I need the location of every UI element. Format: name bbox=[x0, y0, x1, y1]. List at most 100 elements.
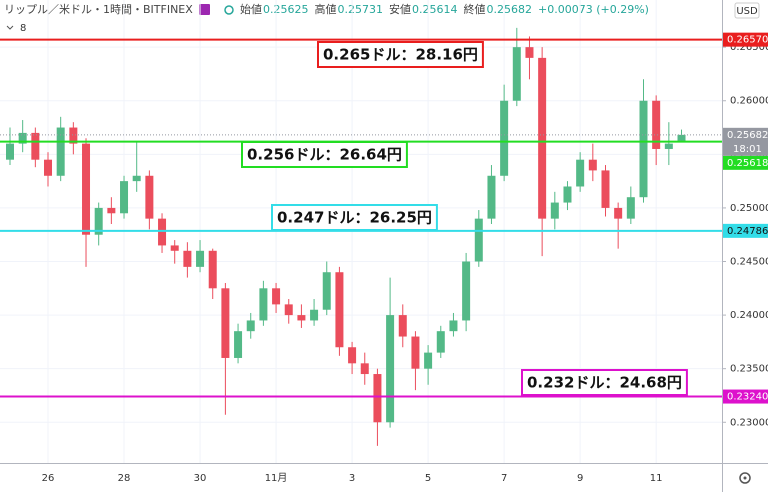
candle-body bbox=[487, 175, 496, 219]
last-price-label: 0.25682 bbox=[727, 130, 768, 141]
candle-body bbox=[132, 175, 141, 182]
candle-body bbox=[576, 159, 585, 187]
annotation-box bbox=[271, 204, 438, 231]
level-price-box bbox=[723, 223, 768, 238]
candle-body bbox=[259, 288, 268, 321]
candle-body bbox=[462, 261, 471, 321]
candle-body bbox=[614, 207, 623, 219]
settings-gear-hub[interactable] bbox=[743, 476, 747, 480]
collapse-icon[interactable] bbox=[6, 25, 14, 30]
x-tick-label: 28 bbox=[118, 473, 131, 484]
y-tick-label: 0.25000 bbox=[730, 203, 768, 214]
settings-gear[interactable] bbox=[739, 472, 751, 484]
y-tick-label: 0.24500 bbox=[730, 257, 768, 268]
y-tick-label: 0.23000 bbox=[730, 417, 768, 428]
candle-body bbox=[145, 175, 154, 219]
ohlc-label: 安値 bbox=[389, 2, 411, 16]
annotation: 0.247ドル：26.25円 bbox=[277, 209, 432, 227]
x-tick-label: 7 bbox=[501, 473, 507, 484]
y-tick-label: 0.26000 bbox=[730, 96, 768, 107]
candle-body bbox=[94, 207, 103, 235]
candle-body bbox=[82, 143, 91, 235]
x-tick-label: 26 bbox=[42, 473, 55, 484]
header: リップル／米ドル・1時間・BITFINEX 始値 0.25625 高値 0.25731… bbox=[4, 2, 649, 16]
indicator-count[interactable]: 8 bbox=[20, 23, 26, 34]
currency-box[interactable] bbox=[734, 2, 760, 19]
candle-body bbox=[158, 218, 167, 246]
x-tick-label: 9 bbox=[577, 473, 583, 484]
x-tick-label: 11 bbox=[650, 473, 663, 484]
candle-body bbox=[626, 197, 635, 219]
ohlc-value: 0.25731 bbox=[338, 3, 384, 16]
candle-body bbox=[170, 245, 179, 251]
annotation-box bbox=[317, 41, 484, 68]
y-tick-label: 0.24000 bbox=[730, 310, 768, 321]
candle-body bbox=[373, 374, 382, 423]
currency[interactable]: USD bbox=[736, 6, 758, 17]
x-tick-label: 5 bbox=[425, 473, 431, 484]
candle-body bbox=[360, 363, 369, 375]
candle-body bbox=[525, 47, 534, 58]
annotation-box bbox=[521, 369, 688, 396]
candle-body bbox=[69, 127, 78, 144]
candle-body bbox=[538, 57, 547, 219]
annotation-box bbox=[241, 141, 408, 168]
annotation: 0.265ドル：28.16円 bbox=[323, 46, 478, 64]
candle-body bbox=[398, 315, 407, 337]
candle-body bbox=[677, 134, 686, 141]
candle-body bbox=[601, 170, 610, 208]
settings-icon[interactable] bbox=[739, 472, 751, 484]
candle-body bbox=[588, 159, 597, 171]
candle-body bbox=[563, 186, 572, 203]
countdown: 18:01 bbox=[733, 144, 762, 155]
ohlc-label: 始値 bbox=[240, 2, 262, 16]
level-price-box bbox=[723, 32, 768, 47]
level-price-box bbox=[723, 389, 768, 404]
x-tick-label: 30 bbox=[194, 473, 207, 484]
ohlc-value: 0.25625 bbox=[263, 3, 309, 16]
level-price-label: 0.25618 bbox=[727, 158, 768, 169]
candle-body bbox=[449, 320, 458, 332]
candle-body bbox=[31, 132, 40, 160]
y-tick-label: 0.23500 bbox=[730, 364, 768, 375]
annotation: 0.256ドル：26.64円 bbox=[247, 146, 402, 164]
level-price-label: 0.24786 bbox=[727, 226, 768, 237]
candle-body bbox=[234, 331, 243, 358]
symbol: リップル／米ドル・1時間・BITFINEX bbox=[4, 3, 193, 16]
candle-body bbox=[246, 320, 255, 332]
candle-body bbox=[183, 250, 192, 267]
candle-body bbox=[297, 315, 306, 321]
candle-body bbox=[664, 143, 673, 149]
ohlc-label: 終値 bbox=[464, 2, 486, 16]
level-price-box bbox=[723, 155, 768, 170]
last-price-box bbox=[723, 127, 768, 156]
x-tick-label: 11月 bbox=[265, 472, 288, 484]
candle-body bbox=[652, 100, 661, 149]
y-tick-label: 0.26500 bbox=[730, 42, 768, 53]
candle-body bbox=[120, 181, 129, 214]
change: +0.00073 (+0.29%) bbox=[538, 3, 649, 16]
candle-body bbox=[512, 47, 521, 101]
level-price-label: 0.26570 bbox=[727, 35, 768, 46]
level-price-label: 0.23240 bbox=[727, 392, 768, 403]
x-tick-label: 3 bbox=[349, 473, 355, 484]
ohlc-value: 0.25614 bbox=[412, 3, 458, 16]
candle-body bbox=[436, 331, 445, 353]
candle-body bbox=[221, 288, 230, 358]
annotation: 0.232ドル：24.68円 bbox=[527, 374, 682, 392]
candle-body bbox=[196, 250, 205, 267]
ohlc-label: 高値 bbox=[315, 2, 337, 16]
candle-body bbox=[474, 218, 483, 262]
candle-body bbox=[322, 272, 331, 310]
candle-body bbox=[44, 159, 53, 176]
candle-body bbox=[6, 143, 14, 160]
candle-body bbox=[639, 100, 648, 198]
candle-body bbox=[335, 272, 344, 348]
candle-body bbox=[386, 315, 395, 423]
candle-body bbox=[107, 207, 116, 214]
ohlc-value: 0.25682 bbox=[487, 3, 533, 16]
exchange-icon bbox=[199, 4, 210, 15]
candle-body bbox=[411, 336, 420, 369]
